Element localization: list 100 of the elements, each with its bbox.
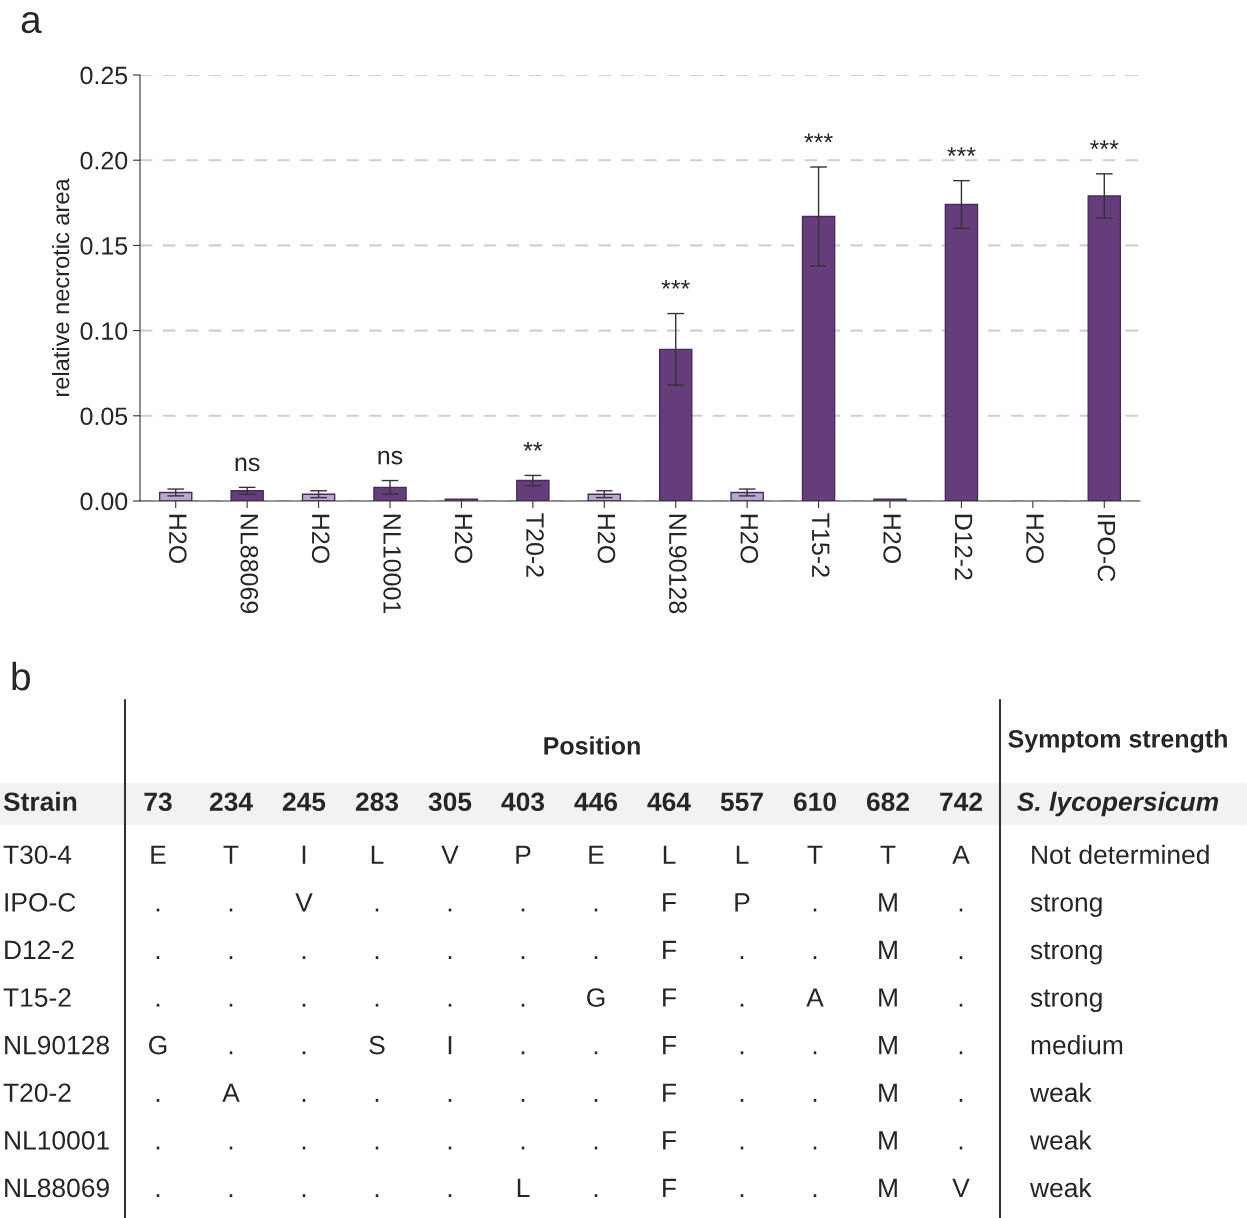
text: Symptom strength bbox=[1008, 729, 1227, 753]
text: . bbox=[375, 1194, 379, 1198]
text: . bbox=[448, 1146, 452, 1150]
text: D12-2 bbox=[5, 940, 74, 960]
x-tick-label: NL90128 bbox=[669, 514, 687, 614]
text: . bbox=[594, 1194, 598, 1198]
text: . bbox=[375, 1146, 379, 1150]
text: . bbox=[813, 1099, 817, 1102]
text: G bbox=[587, 988, 605, 1007]
text: T15-2 bbox=[3, 988, 71, 1007]
text: . bbox=[229, 956, 233, 960]
y-tick-label: 0.20 bbox=[80, 151, 128, 170]
text: Strain bbox=[3, 791, 77, 812]
x-tick-label: H2O bbox=[311, 514, 330, 564]
text: . bbox=[594, 908, 598, 912]
text: L bbox=[517, 1178, 530, 1198]
text: Not determined bbox=[1032, 844, 1209, 865]
text: . bbox=[740, 1003, 744, 1007]
text: V bbox=[295, 893, 313, 912]
text: . bbox=[156, 1194, 160, 1198]
text: . bbox=[740, 1146, 744, 1150]
text: . bbox=[156, 956, 160, 960]
text: . bbox=[740, 1051, 744, 1055]
text: A bbox=[952, 845, 970, 864]
text: 305 bbox=[428, 792, 472, 812]
x-tick-label: T15-2 bbox=[811, 513, 830, 577]
text: I bbox=[448, 1036, 452, 1055]
text: . bbox=[813, 1146, 817, 1150]
text: weak bbox=[1029, 1082, 1092, 1103]
text: . bbox=[521, 1051, 525, 1055]
text: . bbox=[156, 1146, 160, 1150]
text: NL90128 bbox=[5, 1035, 109, 1055]
text: . bbox=[375, 1099, 379, 1102]
text: Position bbox=[544, 736, 640, 755]
y-tick-label: 0.25 bbox=[80, 66, 128, 85]
y-tick-label: 0.10 bbox=[80, 322, 128, 340]
x-tick-label: H2O bbox=[169, 514, 187, 564]
text: . bbox=[521, 1099, 525, 1102]
x-tick-label: IPO-C bbox=[1097, 515, 1116, 582]
text: T30-4 bbox=[3, 845, 72, 865]
text: . bbox=[740, 1099, 744, 1102]
text: . bbox=[375, 956, 379, 960]
text: . bbox=[521, 1003, 525, 1007]
text: 234 bbox=[209, 792, 253, 812]
text: F bbox=[663, 988, 676, 1007]
text: F bbox=[663, 1131, 676, 1150]
text: 742 bbox=[940, 792, 982, 811]
text: L bbox=[736, 845, 749, 864]
annotation: ns bbox=[235, 457, 260, 472]
text: . bbox=[740, 1194, 744, 1198]
text: weak bbox=[1029, 1130, 1092, 1150]
text: G bbox=[149, 1035, 167, 1055]
x-tick-label: H2O bbox=[883, 514, 901, 564]
text: L bbox=[663, 845, 676, 864]
text: . bbox=[302, 1194, 306, 1198]
text: . bbox=[813, 908, 817, 912]
text: V bbox=[952, 1178, 970, 1198]
text: . bbox=[229, 1003, 233, 1007]
text: M bbox=[879, 940, 897, 960]
text: 403 bbox=[501, 792, 545, 812]
text: F bbox=[663, 1178, 676, 1198]
text: 682 bbox=[866, 792, 909, 812]
y-tick-label: 0.00 bbox=[80, 492, 128, 511]
text: . bbox=[813, 1051, 817, 1055]
text: . bbox=[375, 1003, 379, 1007]
text: . bbox=[594, 1099, 598, 1102]
text: . bbox=[813, 1194, 817, 1198]
y-axis-title: relative necrotic area bbox=[51, 178, 70, 397]
chart-title: a bbox=[21, 11, 42, 34]
text: . bbox=[521, 956, 525, 960]
text: M bbox=[879, 1083, 897, 1102]
x-tick-label: D12-2 bbox=[954, 514, 973, 580]
annotation: *** bbox=[1090, 140, 1119, 150]
text: . bbox=[959, 1051, 963, 1055]
text: T bbox=[223, 845, 239, 864]
y-tick-label: 0.15 bbox=[80, 237, 128, 255]
text: . bbox=[156, 1099, 160, 1102]
text: . bbox=[302, 1051, 306, 1055]
annotation: *** bbox=[804, 133, 833, 143]
text: 557 bbox=[720, 792, 763, 812]
y-tick-label: 0.05 bbox=[80, 407, 128, 426]
text: weak bbox=[1029, 1177, 1092, 1198]
text: M bbox=[879, 988, 897, 1007]
text: . bbox=[302, 1099, 306, 1102]
text: 610 bbox=[793, 792, 836, 812]
text: T20-2 bbox=[3, 1083, 71, 1103]
text: T bbox=[880, 845, 896, 864]
text: IPO-C bbox=[5, 893, 76, 912]
text: 283 bbox=[355, 792, 399, 812]
text: . bbox=[594, 956, 598, 960]
text: M bbox=[879, 893, 897, 912]
text: F bbox=[663, 893, 676, 912]
text: 245 bbox=[282, 792, 326, 812]
text: E bbox=[151, 845, 166, 864]
text: strong bbox=[1030, 894, 1102, 917]
text: V bbox=[441, 845, 459, 864]
x-tick-label: NL88069 bbox=[240, 514, 259, 614]
text: P bbox=[516, 845, 531, 864]
text: . bbox=[229, 1146, 233, 1150]
text: L bbox=[371, 845, 384, 864]
